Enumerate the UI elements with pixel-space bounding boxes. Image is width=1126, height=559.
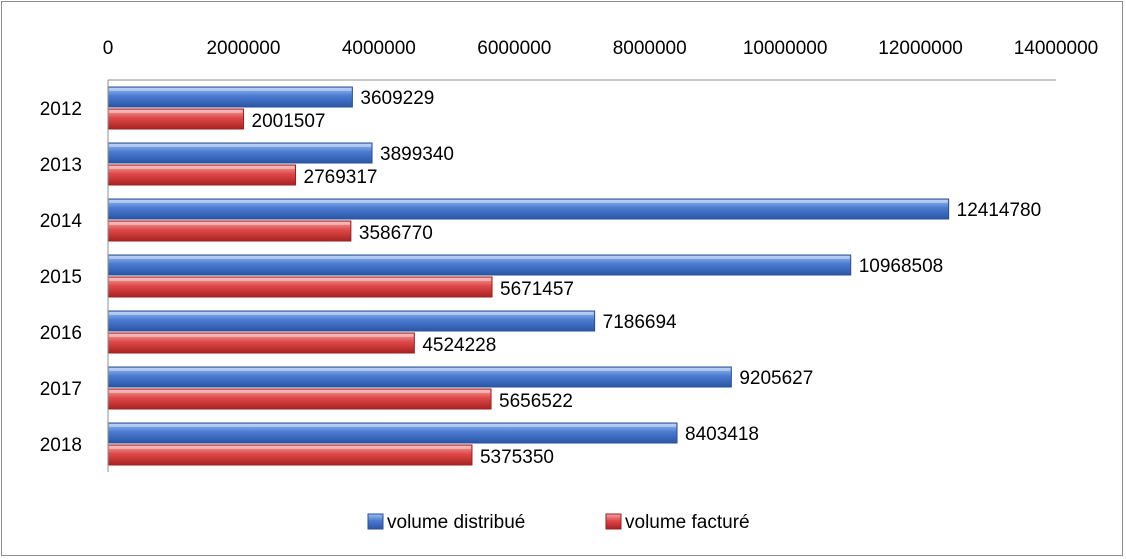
data-label: 3609229 — [360, 88, 434, 109]
y-tick-label: 2015 — [40, 267, 82, 288]
legend-swatch — [367, 513, 384, 530]
y-axis-ticks: 2012 2013 2014 2015 2016 2017 2018 — [40, 99, 83, 456]
bars — [107, 86, 950, 466]
data-label: 3586770 — [359, 223, 433, 244]
bar-highlight — [109, 88, 352, 91]
legend-label: volume distribué — [387, 512, 525, 533]
x-tick-label: 2000000 — [206, 38, 280, 59]
data-label: 4524228 — [422, 335, 496, 356]
bar-highlight — [109, 446, 471, 449]
x-tick-label: 0 — [103, 38, 114, 59]
bar-highlight — [109, 256, 850, 259]
bar-highlight — [109, 368, 731, 371]
x-axis-ticks: 0 2000000 4000000 6000000 8000000 10000000 120… — [103, 38, 1099, 59]
data-label: 9205627 — [739, 368, 813, 389]
legend: volume distribué volume facturé — [367, 512, 750, 533]
x-tick-label: 10000000 — [743, 38, 828, 59]
bar-highlight — [109, 144, 372, 147]
y-tick-label: 2012 — [40, 99, 82, 120]
y-tick-label: 2014 — [40, 211, 83, 232]
data-label: 3899340 — [380, 144, 454, 165]
legend-swatch — [605, 513, 622, 530]
x-tick-label: 14000000 — [1014, 38, 1099, 59]
x-tick-label: 12000000 — [878, 38, 963, 59]
data-label: 7186694 — [603, 312, 677, 333]
data-label: 5671457 — [500, 279, 574, 300]
data-label: 5656522 — [499, 391, 573, 412]
bar-highlight — [109, 110, 243, 113]
data-label: 12414780 — [957, 200, 1042, 221]
bar-highlight — [109, 334, 414, 337]
y-tick-label: 2018 — [40, 435, 82, 456]
data-label: 10968508 — [859, 256, 944, 277]
axes — [107, 79, 1056, 472]
bar-highlight — [109, 312, 594, 315]
x-tick-label: 6000000 — [477, 38, 551, 59]
bar-highlight — [109, 390, 491, 393]
y-tick-label: 2017 — [40, 379, 82, 400]
legend-label: volume facturé — [625, 512, 750, 533]
y-tick-label: 2013 — [40, 155, 82, 176]
x-tick-label: 8000000 — [613, 38, 687, 59]
data-label: 8403418 — [685, 424, 759, 445]
bar-highlight — [109, 200, 948, 203]
x-tick-label: 4000000 — [342, 38, 416, 59]
data-label: 2001507 — [252, 111, 326, 132]
bar-highlight — [109, 424, 677, 427]
data-label: 5375350 — [480, 447, 554, 468]
data-label: 2769317 — [304, 167, 378, 188]
bar-highlight — [109, 166, 295, 169]
bar-highlight — [109, 278, 492, 281]
bar-highlight — [109, 222, 350, 225]
y-tick-label: 2016 — [40, 323, 82, 344]
